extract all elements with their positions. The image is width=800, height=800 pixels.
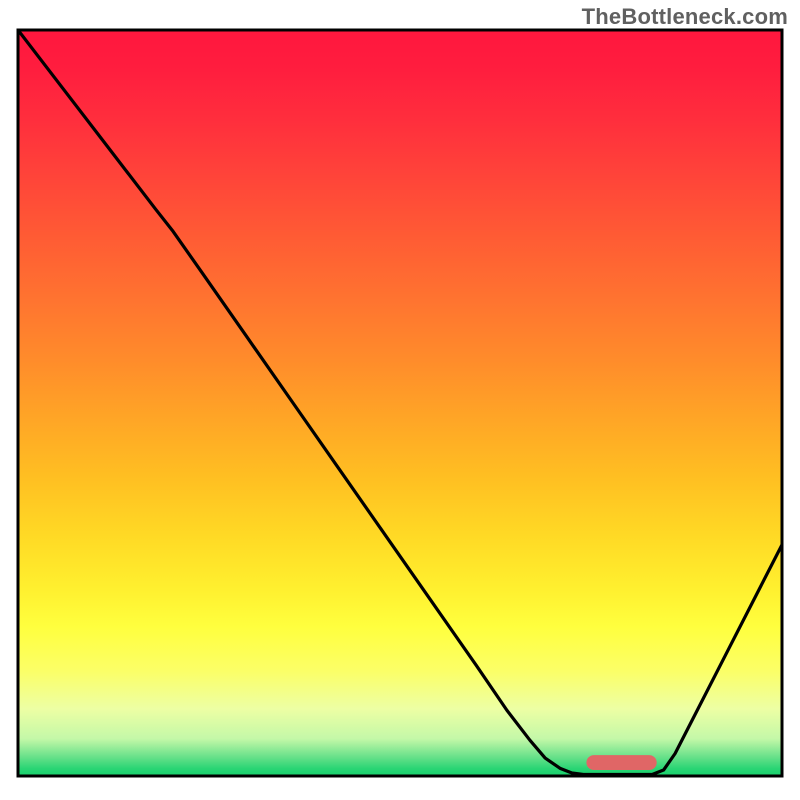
watermark-text: TheBottleneck.com	[582, 4, 788, 30]
optimal-marker	[586, 755, 656, 770]
chart-container: TheBottleneck.com	[0, 0, 800, 800]
bottleneck-chart	[0, 0, 800, 800]
gradient-background	[18, 30, 782, 776]
